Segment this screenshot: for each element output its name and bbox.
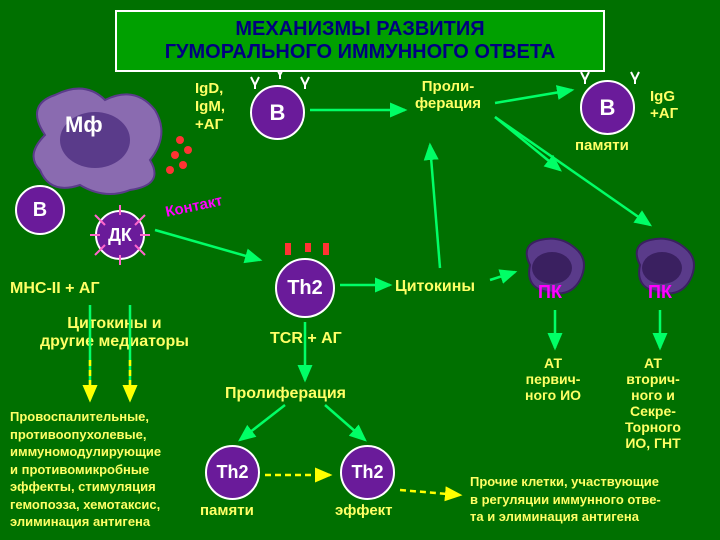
th2-mem-cell: Th2 <box>205 445 260 500</box>
igg-label: IgG +АГ <box>650 88 678 122</box>
effects-text: Провоспалительные, противоопухолевые, им… <box>10 408 161 531</box>
pk1-label: ПК <box>538 282 562 303</box>
b-top-receptors <box>240 70 320 150</box>
at1-label: АТ первич- ного ИО <box>525 355 581 403</box>
prolif-mid-label: Пролиферация <box>225 385 346 403</box>
b-left-cell: В <box>15 185 65 235</box>
other-text: Прочие клетки, участвующие в регуляции и… <box>470 473 661 526</box>
mem-top-label: памяти <box>575 137 629 154</box>
th2-mem-label: Th2 <box>216 462 248 483</box>
mf-label: Мф <box>65 112 103 138</box>
th2-mem-text: памяти <box>200 502 254 519</box>
mhc-label: MHC-II + АГ <box>10 280 100 298</box>
th2-eff-text: эффект <box>335 502 393 519</box>
pk2-label: ПК <box>648 282 672 303</box>
slide: МЕХАНИЗМЫ РАЗВИТИЯ ГУМОРАЛЬНОГО ИММУННОГ… <box>0 0 720 540</box>
tcr-label: TCR + АГ <box>270 330 342 348</box>
prolif-top-label: Проли- ферация <box>415 78 481 112</box>
th2-label: Th2 <box>287 277 323 300</box>
b-left-label: В <box>33 199 47 222</box>
at2-label: АТ вторич- ного и Секре- Торного ИО, ГНТ <box>625 355 681 451</box>
igdm-label: IgD, IgM, +АГ <box>195 80 225 134</box>
cytokines-label: Цитокины <box>395 278 475 296</box>
th2-eff-label: Th2 <box>351 462 383 483</box>
b-mem-receptors <box>570 65 650 145</box>
cytokines-med-label: Цитокины и другие медиаторы <box>40 315 189 351</box>
th2-markers <box>265 243 345 273</box>
th2-eff-cell: Th2 <box>340 445 395 500</box>
dk-spikes <box>85 200 155 270</box>
title: МЕХАНИЗМЫ РАЗВИТИЯ ГУМОРАЛЬНОГО ИММУННОГ… <box>115 10 605 72</box>
